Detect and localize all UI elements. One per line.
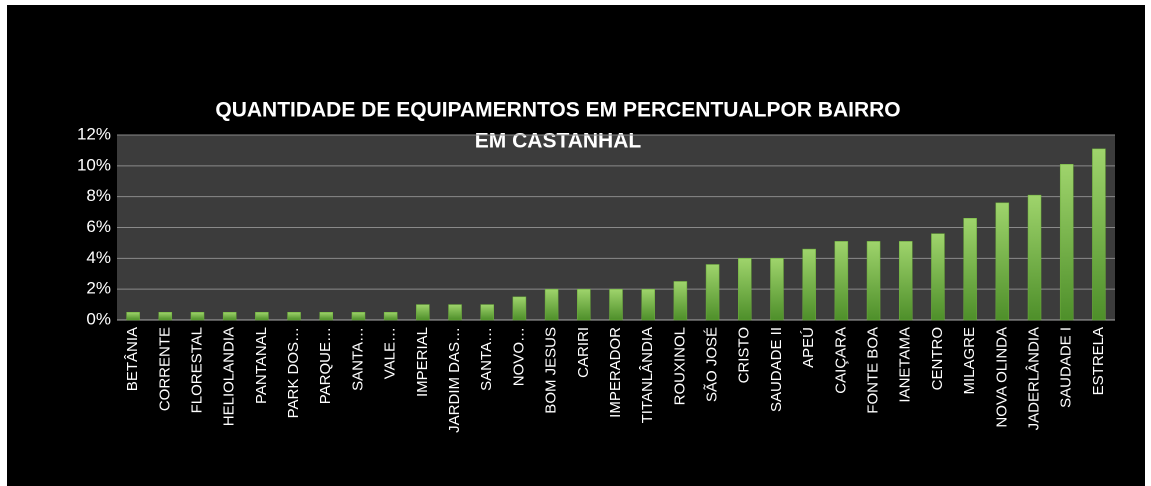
bar <box>158 312 173 321</box>
x-tick-label: CENTRO <box>929 327 946 390</box>
x-tick-label: JARDIM DAS… <box>446 327 463 433</box>
y-tick-label: 0% <box>86 309 111 328</box>
bar <box>416 304 430 321</box>
bar <box>319 312 334 321</box>
x-tick-label: TITANLÂNDIA <box>639 327 656 423</box>
bar <box>866 241 881 321</box>
x-tick-label: CRISTO <box>736 327 753 383</box>
x-tick-label: VALE… <box>382 327 399 379</box>
bar <box>641 288 655 321</box>
x-tick-label: ESTRELA <box>1090 327 1107 395</box>
chart-title: QUANTIDADE DE EQUIPAMERNTOS EM PERCENTUA… <box>215 99 900 122</box>
bar <box>190 312 205 321</box>
x-tick-label: SANTA… <box>349 327 366 391</box>
bar <box>802 248 816 321</box>
x-tick-label: SÃO JOSÉ <box>704 327 721 402</box>
bar <box>255 312 269 321</box>
x-tick-label: CAIÇARA <box>832 327 849 394</box>
bar <box>1092 148 1106 321</box>
x-tick-label: MILAGRE <box>961 327 978 395</box>
x-tick-label: HELIOLANDIA <box>221 327 238 426</box>
bar <box>287 312 301 321</box>
x-tick-label: SAUDADE II <box>768 327 785 412</box>
x-tick-label: CORRENTE <box>156 327 173 411</box>
bar <box>995 202 1010 321</box>
x-tick-label: PANTANAL <box>253 327 270 404</box>
bar <box>673 281 688 321</box>
y-tick-label: 4% <box>86 248 111 267</box>
bar <box>1027 194 1042 321</box>
x-tick-label: BETÂNIA <box>124 327 141 391</box>
y-tick-label: 8% <box>86 186 111 205</box>
x-tick-label: FLORESTAL <box>188 327 205 413</box>
y-tick-label: 2% <box>86 279 111 298</box>
x-tick-label: BOM JESUS <box>543 327 560 414</box>
bar <box>834 241 849 321</box>
y-tick-label: 10% <box>77 155 111 174</box>
x-tick-label: CARIRI <box>575 327 592 378</box>
bar <box>738 258 752 321</box>
y-tick-label: 6% <box>86 217 111 236</box>
x-tick-label: JADERLÂNDIA <box>1025 327 1042 430</box>
x-tick-label: SAUDADE I <box>1058 327 1075 408</box>
x-tick-label: APEÚ <box>800 327 817 368</box>
x-tick-label: IANETAMA <box>897 327 914 403</box>
bar <box>963 218 977 321</box>
bar <box>544 288 559 321</box>
bar <box>931 233 945 321</box>
x-tick-label: PARK DOS… <box>285 327 302 418</box>
bar <box>222 312 237 321</box>
x-tick-label: IMPERIAL <box>414 327 431 397</box>
bar <box>770 258 784 321</box>
bar <box>448 304 462 321</box>
x-tick-label: PARQUE… <box>317 327 334 404</box>
x-tick-label: NOVA OLINDA <box>993 327 1010 428</box>
x-tick-label: IMPERADOR <box>607 327 624 418</box>
bar <box>577 288 591 321</box>
chart-title: EM CASTANHAL <box>475 130 642 153</box>
bar <box>705 264 720 321</box>
bar <box>609 288 623 321</box>
x-tick-label: ROUXINOL <box>671 327 688 405</box>
bar <box>898 241 913 321</box>
y-tick-label: 12% <box>77 124 111 143</box>
bar <box>383 312 398 321</box>
bar <box>126 312 140 321</box>
bar <box>480 304 494 321</box>
x-tick-label: NOVO… <box>510 327 527 386</box>
bar <box>512 296 527 321</box>
x-tick-label: FONTE BOA <box>865 327 882 414</box>
bar <box>351 312 366 321</box>
x-tick-label: SANTA… <box>478 327 495 391</box>
bar <box>1059 164 1074 321</box>
